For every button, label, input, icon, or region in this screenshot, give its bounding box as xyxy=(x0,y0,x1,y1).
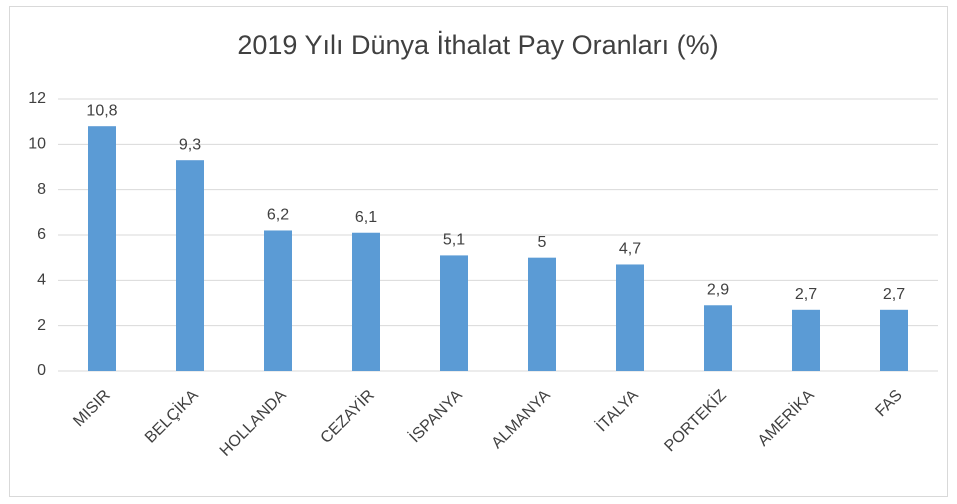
data-label: 5,1 xyxy=(443,232,465,249)
y-tick-label: 6 xyxy=(37,226,46,243)
y-tick-label: 10 xyxy=(28,136,46,153)
bar xyxy=(352,232,380,371)
data-label: 2,7 xyxy=(795,286,817,303)
y-tick-label: 8 xyxy=(37,181,46,198)
chart-title: 2019 Yılı Dünya İthalat Pay Oranları (%) xyxy=(237,29,718,60)
bar xyxy=(528,257,556,371)
bar xyxy=(616,264,644,371)
data-label: 4,7 xyxy=(619,241,641,258)
bar xyxy=(440,255,468,371)
bar xyxy=(704,305,732,371)
y-tick-label: 12 xyxy=(28,90,46,107)
data-label: 9,3 xyxy=(179,136,201,153)
bar xyxy=(176,160,204,371)
y-tick-label: 2 xyxy=(37,317,46,334)
bar xyxy=(880,309,908,371)
data-label: 2,7 xyxy=(883,286,905,303)
data-label: 6,2 xyxy=(267,207,289,224)
bar xyxy=(792,309,820,371)
data-label: 2,9 xyxy=(707,281,729,298)
data-label: 5 xyxy=(538,234,547,251)
y-tick-label: 0 xyxy=(37,362,46,379)
bar xyxy=(88,126,116,371)
bar xyxy=(264,230,292,371)
data-label: 10,8 xyxy=(86,102,117,119)
data-label: 6,1 xyxy=(355,209,377,226)
chart-border xyxy=(9,6,948,497)
y-tick-label: 4 xyxy=(37,272,46,289)
